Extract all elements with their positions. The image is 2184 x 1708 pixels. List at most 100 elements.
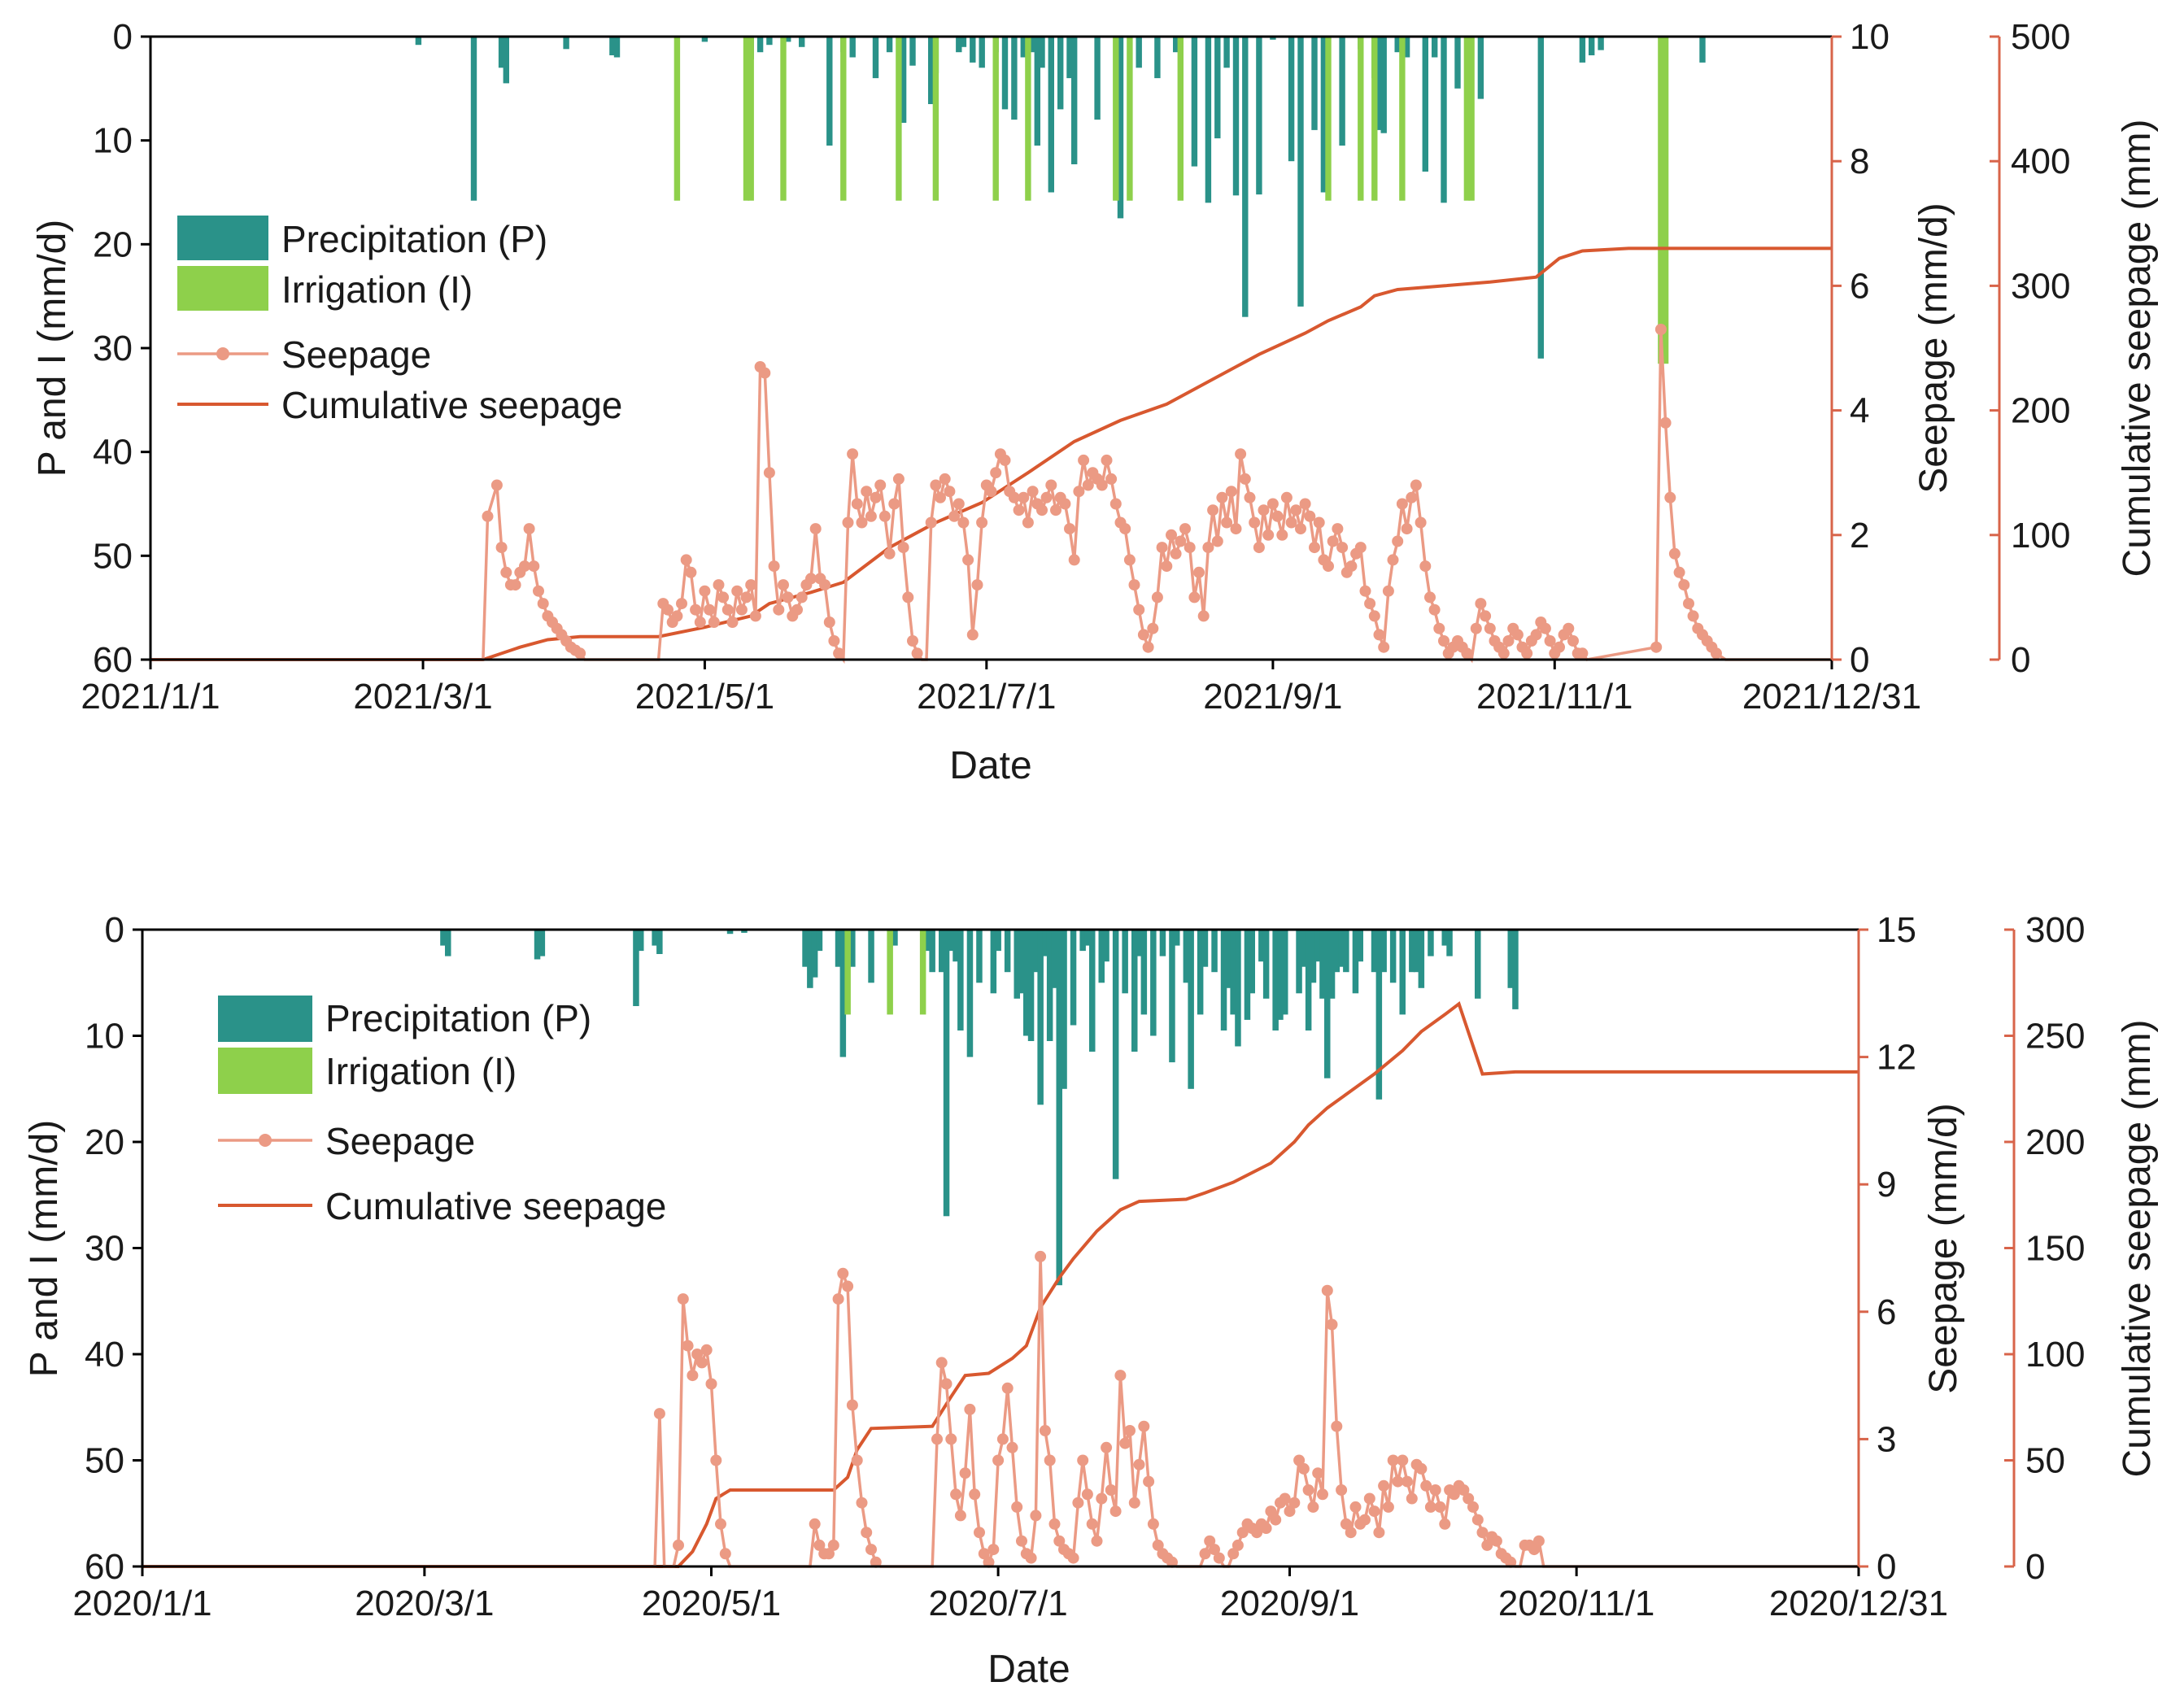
seepage-point xyxy=(990,467,1002,479)
seepage-point xyxy=(1091,1535,1103,1547)
seepage-point xyxy=(987,1544,1000,1556)
left-y-tick-label: 30 xyxy=(93,329,133,368)
cumulative-ticks-2021: 0 100 200 300 400 500 xyxy=(1990,17,2070,680)
cumulative-tick-label: 0 xyxy=(2011,640,2030,680)
cumulative-seepage-line-2021 xyxy=(150,246,1832,661)
seepage-point xyxy=(745,579,757,591)
precipitation-bar xyxy=(498,37,505,68)
seepage-point xyxy=(1392,535,1404,547)
precipitation-bar xyxy=(1399,930,1406,1015)
seepage-point xyxy=(773,603,785,616)
precipitation-bar xyxy=(939,930,945,973)
cumulative-tick-label: 100 xyxy=(2011,516,2070,556)
seepage-point xyxy=(1064,523,1075,535)
seepage-point xyxy=(1331,1420,1343,1432)
seepage-point xyxy=(1249,516,1261,529)
seepage-point xyxy=(847,448,859,460)
precipitation-bar xyxy=(1272,930,1279,1030)
seepage-point xyxy=(1502,635,1515,647)
precipitation-bar xyxy=(534,930,541,960)
seepage-point xyxy=(1147,1518,1159,1530)
precipitation-bar xyxy=(1441,930,1448,946)
seepage-point xyxy=(1683,598,1694,610)
irrigation-bar xyxy=(887,930,893,1015)
seepage-point xyxy=(861,486,873,498)
seepage-ticks-2021: 0 2 4 6 8 10 xyxy=(1832,17,1890,680)
seepage-point xyxy=(1073,486,1085,498)
irrigation-bar xyxy=(1113,37,1119,201)
seepage-point xyxy=(1349,1501,1362,1513)
left-y-tick-label: 60 xyxy=(93,640,133,680)
precipitation-bar xyxy=(976,930,983,983)
precipitation-bar xyxy=(1699,37,1706,63)
precipitation-bar xyxy=(1205,37,1212,203)
precipitation-bar xyxy=(953,930,959,962)
precipitation-bar xyxy=(1328,930,1336,999)
precipitation-bar xyxy=(943,930,950,1217)
precipitation-bar xyxy=(956,37,962,53)
precipitation-bar xyxy=(1441,37,1447,203)
precipitation-bar xyxy=(1001,37,1009,110)
x-tick-label: 2020/5/1 xyxy=(642,1584,781,1623)
seepage-point xyxy=(1235,448,1247,460)
seepage-tick-label: 12 xyxy=(1877,1038,1916,1078)
cumulative-axis-title-2021: Cumulative seepage (mm) xyxy=(2116,120,2159,577)
seepage-point xyxy=(1166,529,1177,541)
precipitation-bar xyxy=(1032,930,1040,973)
seepage-point xyxy=(976,516,988,529)
seepage-point xyxy=(1711,647,1722,660)
cumulative-tick-label: 200 xyxy=(2025,1122,2085,1162)
irrigation-bar xyxy=(1358,37,1364,201)
precipitation-bar xyxy=(652,930,658,946)
seepage-point xyxy=(1204,1535,1216,1547)
precipitation-bar xyxy=(1394,37,1401,53)
seepage-point xyxy=(1142,641,1154,653)
seepage-point xyxy=(962,554,974,566)
precipitation-bar xyxy=(1389,930,1397,983)
seepage-point xyxy=(851,1454,863,1466)
precipitation-bar xyxy=(1122,930,1128,994)
seepage-point xyxy=(1505,1556,1517,1568)
precipitation-bar xyxy=(960,37,967,47)
seepage-point xyxy=(1265,1505,1277,1518)
seepage-point xyxy=(865,1544,877,1556)
seepage-point xyxy=(1539,622,1551,634)
precipitation-bar xyxy=(1223,37,1230,68)
seepage-point xyxy=(768,560,780,573)
seepage-point xyxy=(1475,598,1487,610)
seepage-point xyxy=(1044,1454,1056,1466)
precipitation-bar xyxy=(1418,930,1425,988)
seepage-point xyxy=(676,598,687,610)
seepage-point xyxy=(925,516,937,529)
seepage-point xyxy=(846,1399,858,1411)
seepage-point xyxy=(809,523,822,535)
seepage-point xyxy=(1480,610,1492,622)
seepage-point xyxy=(574,647,586,660)
precipitation-bar xyxy=(1071,37,1078,164)
seepage-point xyxy=(1036,504,1048,516)
precipitation-bar xyxy=(1214,37,1221,139)
seepage-point xyxy=(861,1527,873,1539)
precipitation-bar xyxy=(1018,930,1025,994)
seepage-point xyxy=(813,1539,826,1551)
x-tick-label: 2020/7/1 xyxy=(928,1584,1067,1623)
seepage-point xyxy=(695,1357,708,1369)
seepage-point xyxy=(1415,1462,1428,1475)
seepage-point xyxy=(1211,535,1223,547)
precipitation-bar xyxy=(726,930,734,935)
seepage-point xyxy=(851,498,863,510)
seepage-point xyxy=(1077,1454,1089,1466)
precipitation-bar xyxy=(1039,37,1045,68)
seepage-point xyxy=(1678,579,1690,591)
irrigation-bar xyxy=(1325,37,1332,201)
x-tick-label: 2021/5/1 xyxy=(635,677,774,717)
legend-label-irrigation: Irrigation (I) xyxy=(281,268,473,311)
precipitation-bar xyxy=(1037,930,1044,1105)
seepage-point xyxy=(957,516,970,529)
seepage-point xyxy=(1199,1548,1211,1560)
x-tick-label: 2021/9/1 xyxy=(1203,677,1342,717)
seepage-point xyxy=(1279,1492,1291,1505)
seepage-ticks-2020: 0 3 6 9 12 15 xyxy=(1859,910,1916,1587)
seepage-point xyxy=(1244,491,1256,503)
